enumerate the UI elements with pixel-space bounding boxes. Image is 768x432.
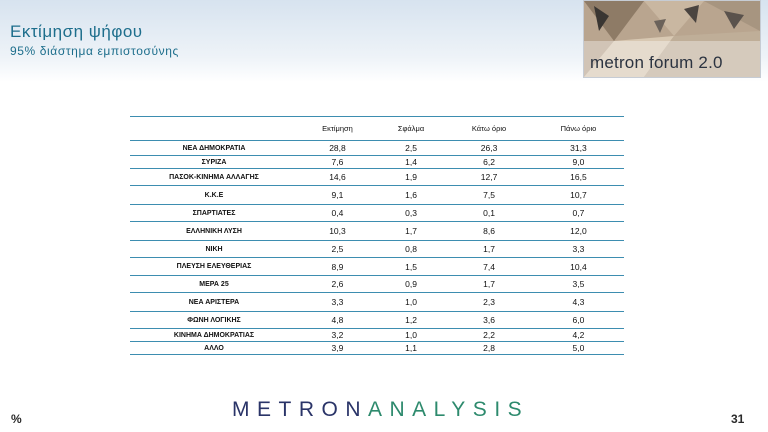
logo-text: metron forum 2.0: [590, 53, 723, 72]
error-cell: 1,0: [376, 292, 446, 312]
estimate-cell: 28,8: [298, 140, 377, 156]
party-cell: ΑΛΛΟ: [130, 341, 298, 355]
logo-background-graphic: [584, 1, 760, 77]
header-cell-lower: Κάτω όριο: [445, 116, 533, 141]
upper-bound-cell: 4,3: [532, 292, 624, 312]
table-row: ΜΕΡΑ 25 2,6 0,9 1,7 3,5: [130, 275, 624, 293]
brand-part-2: ANALYSIS: [368, 398, 530, 421]
header-cell-blank: [130, 116, 298, 141]
lower-bound-cell: 1,7: [445, 275, 533, 293]
upper-bound-cell: 10,7: [532, 185, 624, 205]
error-cell: 1,4: [376, 155, 446, 169]
vote-estimate-table: Εκτίμηση Σφάλμα Κάτω όριο Πάνω όριο ΝΕΑ …: [130, 116, 624, 355]
lower-bound-cell: 2,3: [445, 292, 533, 312]
header-cell-upper: Πάνω όριο: [532, 116, 624, 141]
metron-forum-logo: metron forum 2.0: [583, 0, 761, 78]
brand-part-1: METRON: [232, 398, 368, 421]
table-row: ΣΥΡΙΖΑ 7,6 1,4 6,2 9,0: [130, 155, 624, 169]
estimate-cell: 3,3: [298, 292, 377, 312]
table-row: ΦΩΝΗ ΛΟΓΙΚΗΣ 4,8 1,2 3,6 6,0: [130, 311, 624, 329]
estimate-cell: 7,6: [298, 155, 377, 169]
brand-logo: METRONANALYSIS: [232, 398, 529, 422]
error-cell: 0,8: [376, 240, 446, 258]
lower-bound-cell: 0,1: [445, 204, 533, 222]
table-row: Κ.Κ.Ε 9,1 1,6 7,5 10,7: [130, 185, 624, 205]
page-title: Εκτίμηση ψήφου: [10, 22, 143, 41]
error-cell: 0,9: [376, 275, 446, 293]
page-number: 31: [731, 412, 745, 426]
error-cell: 1,5: [376, 257, 446, 276]
party-cell: ΠΑΣΟΚ-ΚΙΝΗΜΑ ΑΛΛΑΓΗΣ: [130, 168, 298, 186]
header-cell-error: Σφάλμα: [376, 116, 446, 141]
estimate-cell: 10,3: [298, 221, 377, 241]
error-cell: 1,6: [376, 185, 446, 205]
page-subtitle: 95% διάστημα εμπιστοσύνης: [10, 44, 179, 58]
party-cell: ΦΩΝΗ ΛΟΓΙΚΗΣ: [130, 311, 298, 329]
upper-bound-cell: 5,0: [532, 341, 624, 355]
table-row: ΚΙΝΗΜΑ ΔΗΜΟΚΡΑΤΙΑΣ 3,2 1,0 2,2 4,2: [130, 328, 624, 342]
lower-bound-cell: 7,5: [445, 185, 533, 205]
upper-bound-cell: 10,4: [532, 257, 624, 276]
party-cell: ΝΕΑ ΑΡΙΣΤΕΡΑ: [130, 292, 298, 312]
lower-bound-cell: 12,7: [445, 168, 533, 186]
upper-bound-cell: 6,0: [532, 311, 624, 329]
party-cell: ΠΛΕΥΣΗ ΕΛΕΥΘΕΡΙΑΣ: [130, 257, 298, 276]
party-cell: ΜΕΡΑ 25: [130, 275, 298, 293]
estimate-cell: 9,1: [298, 185, 377, 205]
lower-bound-cell: 7,4: [445, 257, 533, 276]
party-cell: ΝΙΚΗ: [130, 240, 298, 258]
error-cell: 1,7: [376, 221, 446, 241]
upper-bound-cell: 4,2: [532, 328, 624, 342]
party-cell: ΕΛΛΗΝΙΚΗ ΛΥΣΗ: [130, 221, 298, 241]
upper-bound-cell: 3,3: [532, 240, 624, 258]
upper-bound-cell: 16,5: [532, 168, 624, 186]
percent-sign: %: [11, 412, 22, 426]
table-row: ΝΕΑ ΑΡΙΣΤΕΡΑ 3,3 1,0 2,3 4,3: [130, 292, 624, 312]
upper-bound-cell: 9,0: [532, 155, 624, 169]
estimate-cell: 3,9: [298, 341, 377, 355]
upper-bound-cell: 12,0: [532, 221, 624, 241]
header-cell-estimate: Εκτίμηση: [298, 116, 377, 141]
error-cell: 1,1: [376, 341, 446, 355]
party-cell: Κ.Κ.Ε: [130, 185, 298, 205]
party-cell: ΝΕΑ ΔΗΜΟΚΡΑΤΙΑ: [130, 140, 298, 156]
table-row: ΑΛΛΟ 3,9 1,1 2,8 5,0: [130, 341, 624, 355]
lower-bound-cell: 2,8: [445, 341, 533, 355]
party-cell: ΣΠΑΡΤΙΑΤΕΣ: [130, 204, 298, 222]
lower-bound-cell: 3,6: [445, 311, 533, 329]
lower-bound-cell: 6,2: [445, 155, 533, 169]
estimate-cell: 2,6: [298, 275, 377, 293]
lower-bound-cell: 2,2: [445, 328, 533, 342]
estimate-cell: 2,5: [298, 240, 377, 258]
estimate-cell: 14,6: [298, 168, 377, 186]
party-cell: ΚΙΝΗΜΑ ΔΗΜΟΚΡΑΤΙΑΣ: [130, 328, 298, 342]
table-row: ΣΠΑΡΤΙΑΤΕΣ 0,4 0,3 0,1 0,7: [130, 204, 624, 222]
error-cell: 1,0: [376, 328, 446, 342]
error-cell: 0,3: [376, 204, 446, 222]
upper-bound-cell: 3,5: [532, 275, 624, 293]
error-cell: 1,2: [376, 311, 446, 329]
lower-bound-cell: 1,7: [445, 240, 533, 258]
lower-bound-cell: 8,6: [445, 221, 533, 241]
table-row: ΕΛΛΗΝΙΚΗ ΛΥΣΗ 10,3 1,7 8,6 12,0: [130, 221, 624, 241]
table-row: ΝΕΑ ΔΗΜΟΚΡΑΤΙΑ 28,8 2,5 26,3 31,3: [130, 140, 624, 156]
estimate-cell: 8,9: [298, 257, 377, 276]
estimate-cell: 0,4: [298, 204, 377, 222]
upper-bound-cell: 31,3: [532, 140, 624, 156]
estimate-cell: 4,8: [298, 311, 377, 329]
table-header-row: Εκτίμηση Σφάλμα Κάτω όριο Πάνω όριο: [130, 116, 624, 141]
table-row: ΠΛΕΥΣΗ ΕΛΕΥΘΕΡΙΑΣ 8,9 1,5 7,4 10,4: [130, 257, 624, 276]
error-cell: 2,5: [376, 140, 446, 156]
upper-bound-cell: 0,7: [532, 204, 624, 222]
error-cell: 1,9: [376, 168, 446, 186]
table-row: ΠΑΣΟΚ-ΚΙΝΗΜΑ ΑΛΛΑΓΗΣ 14,6 1,9 12,7 16,5: [130, 168, 624, 186]
lower-bound-cell: 26,3: [445, 140, 533, 156]
party-cell: ΣΥΡΙΖΑ: [130, 155, 298, 169]
estimate-cell: 3,2: [298, 328, 377, 342]
table-row: ΝΙΚΗ 2,5 0,8 1,7 3,3: [130, 240, 624, 258]
